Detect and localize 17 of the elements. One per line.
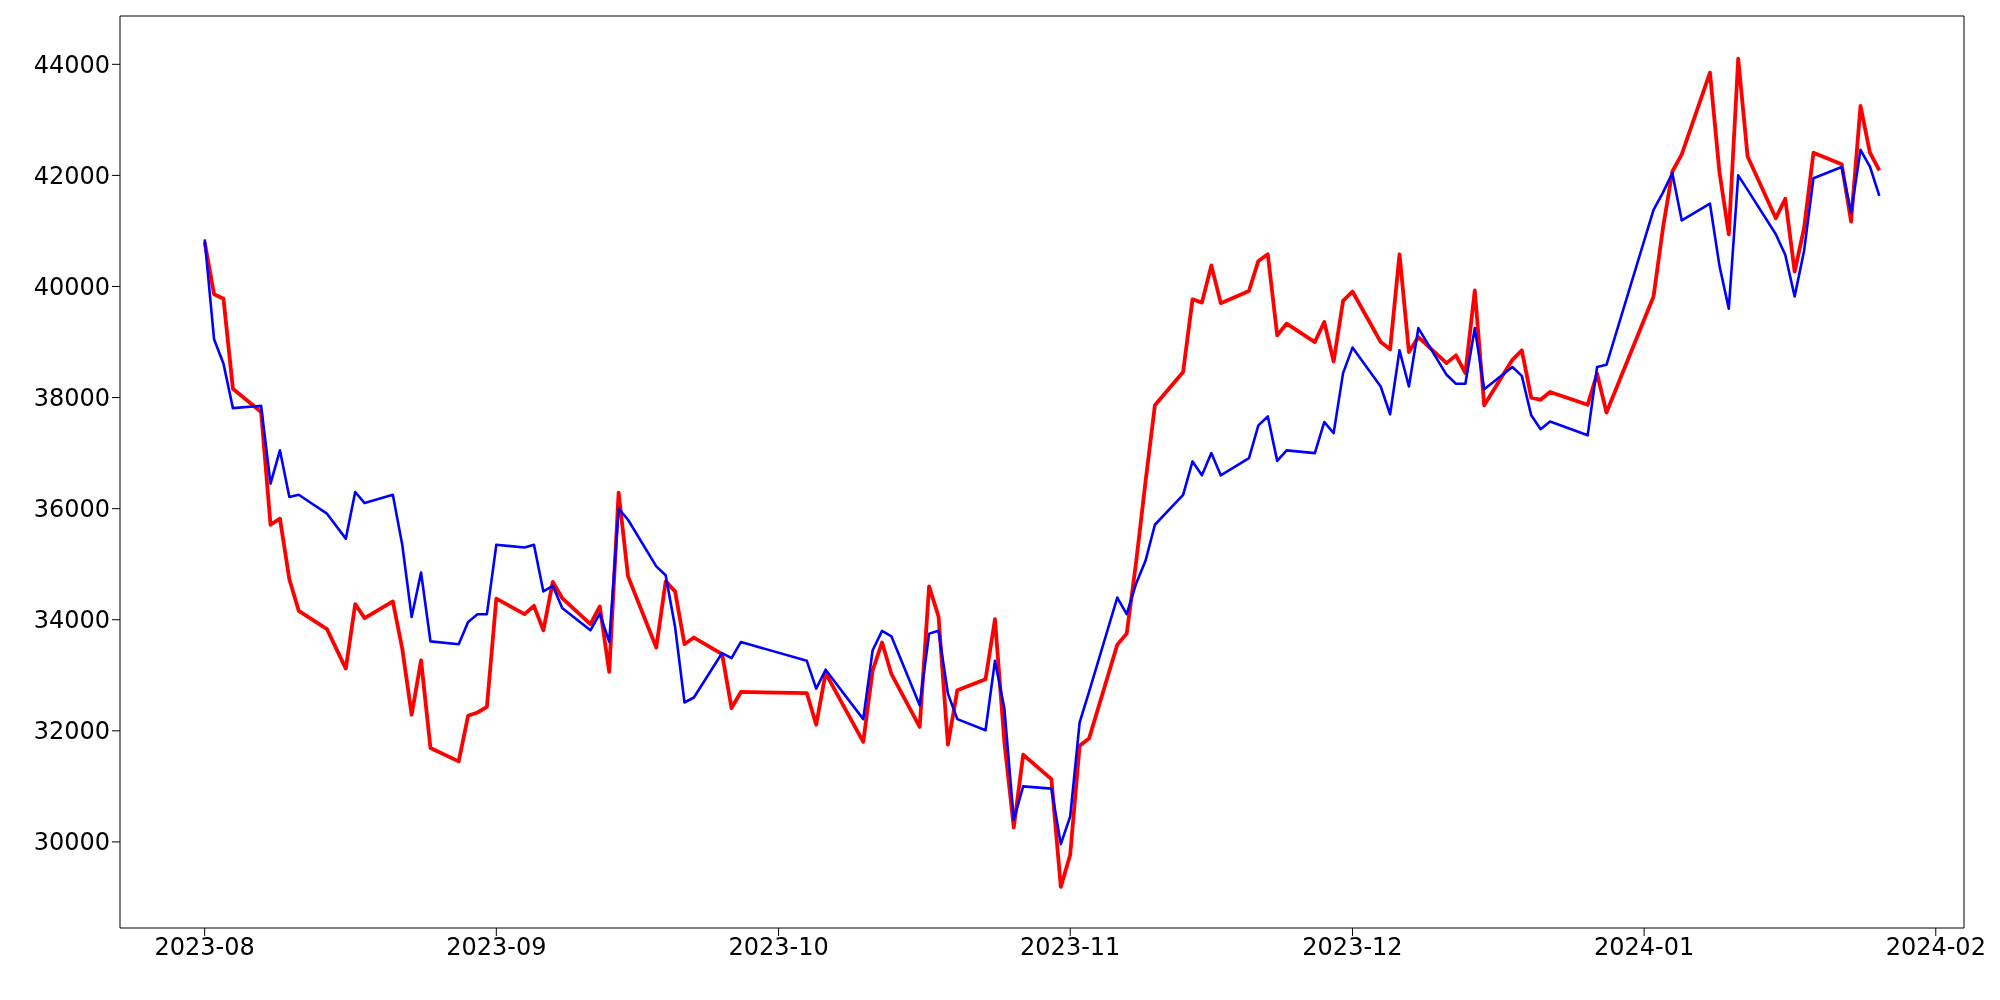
y-tick-label: 36000 (33, 495, 110, 524)
line-series (202, 56, 1882, 889)
x-tick-label: 2023-12 (1302, 933, 1403, 962)
line-series (203, 148, 1881, 846)
y-tick-label: 34000 (33, 606, 110, 635)
x-tick-label: 2023-08 (154, 933, 255, 962)
x-tick-label: 2023-09 (446, 933, 547, 962)
y-tick-label: 32000 (33, 717, 110, 746)
y-tick-label: 42000 (33, 161, 110, 190)
x-tick-label: 2023-11 (1020, 933, 1121, 962)
x-tick-label: 2023-10 (728, 933, 829, 962)
y-tick-label: 38000 (33, 384, 110, 413)
x-tick-label: 2024-02 (1885, 933, 1986, 962)
y-tick-label: 30000 (33, 828, 110, 857)
y-tick-label: 40000 (33, 273, 110, 302)
y-tick-label: 44000 (33, 50, 110, 79)
x-tick-label: 2024-01 (1593, 933, 1695, 962)
